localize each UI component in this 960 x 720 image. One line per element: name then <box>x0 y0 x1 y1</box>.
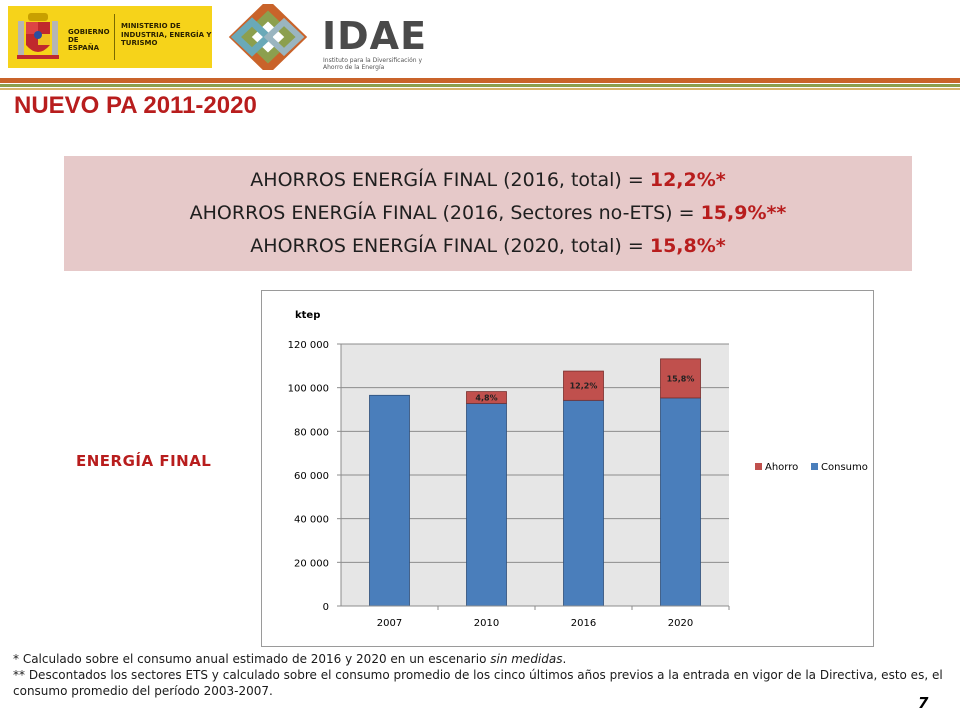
x-tick-label: 2007 <box>377 618 402 629</box>
bar-consumo <box>563 399 604 607</box>
footnote-1-end: . <box>562 652 567 666</box>
idae-logo: IDAE Instituto para la Diversificación y… <box>222 4 426 71</box>
savings-value: 15,9%** <box>700 202 787 224</box>
savings-text: AHORROS ENERGÍA FINAL (2016, Sectores no… <box>189 202 701 224</box>
header-stripe-orange <box>0 78 960 83</box>
section-label: ENERGÍA FINAL <box>76 452 212 470</box>
savings-line: AHORROS ENERGÍA FINAL (2016, total) = 12… <box>64 164 912 197</box>
y-tick-label: 40 000 <box>294 515 329 526</box>
ministry-text: MINISTERIO DE INDUSTRIA, ENERGÍA Y TURIS… <box>121 22 212 47</box>
y-tick-label: 120 000 <box>288 340 329 351</box>
slide-title: NUEVO PA 2011-2020 <box>14 92 257 119</box>
government-logo: GOBIERNO DE ESPAÑA MINISTERIO DE INDUSTR… <box>8 6 212 68</box>
chart-frame: 0 20 000 40 000 60 000 80 000 100 000 120 000 k… <box>261 290 874 647</box>
legend-swatch-ahorro <box>755 463 762 470</box>
x-tick-label: 2020 <box>668 618 693 629</box>
idae-subtitle: Instituto para la Diversificación y Ahor… <box>323 57 423 71</box>
page-number: 7 <box>918 694 929 712</box>
legend-label-ahorro: Ahorro <box>765 462 798 473</box>
y-tick-label: 20 000 <box>294 558 329 569</box>
bar-data-label: 4,8% <box>475 393 497 402</box>
savings-text: AHORROS ENERGÍA FINAL (2020, total) = <box>250 235 650 257</box>
savings-value: 15,8%* <box>649 235 726 257</box>
savings-value: 12,2%* <box>649 169 726 191</box>
stacked-bar-chart: 0 20 000 40 000 60 000 80 000 100 000 120 000 k… <box>288 310 868 629</box>
savings-text: AHORROS ENERGÍA FINAL (2016, total) = <box>250 169 650 191</box>
idae-mark-icon <box>228 4 308 70</box>
header-stripe-tan <box>0 88 960 90</box>
footnote-1-text: * Calculado sobre el consumo anual estim… <box>13 652 491 666</box>
government-text: GOBIERNO DE ESPAÑA <box>68 28 110 52</box>
bar-ahorro <box>466 391 507 404</box>
legend-swatch-consumo <box>811 463 818 470</box>
bar-consumo <box>466 402 507 607</box>
idae-wordmark: IDAE <box>322 14 428 58</box>
x-tick-label: 2016 <box>571 618 596 629</box>
header-stripe-green <box>0 84 960 87</box>
legend-label-consumo: Consumo <box>821 462 868 473</box>
bar-data-label: 12,2% <box>570 382 598 391</box>
footnote-2: ** Descontados los sectores ETS y calcul… <box>13 668 943 698</box>
footnotes: * Calculado sobre el consumo anual estim… <box>13 651 953 699</box>
y-tick-label: 80 000 <box>294 427 329 438</box>
footnote-1: * Calculado sobre el consumo anual estim… <box>13 651 953 667</box>
y-tick-label: 0 <box>323 602 329 613</box>
footnote-1-italic: sin medidas <box>490 652 563 666</box>
savings-line: AHORROS ENERGÍA FINAL (2020, total) = 15… <box>64 230 912 263</box>
bar-consumo <box>660 397 701 607</box>
x-tick-label: 2010 <box>474 618 499 629</box>
header: GOBIERNO DE ESPAÑA MINISTERIO DE INDUSTR… <box>0 0 960 78</box>
y-tick-label: 60 000 <box>294 471 329 482</box>
coat-of-arms-icon <box>17 13 59 59</box>
bar-ahorro <box>660 358 701 399</box>
bar-consumo <box>369 394 410 607</box>
y-tick-label: 100 000 <box>288 384 329 395</box>
savings-summary-box: AHORROS ENERGÍA FINAL (2016, total) = 12… <box>64 156 912 271</box>
bar-ahorro <box>563 370 604 401</box>
bar-data-label: 15,8% <box>667 374 695 383</box>
y-axis-unit-label: ktep <box>295 310 320 321</box>
logo-divider <box>114 14 115 60</box>
savings-line: AHORROS ENERGÍA FINAL (2016, Sectores no… <box>64 197 912 230</box>
